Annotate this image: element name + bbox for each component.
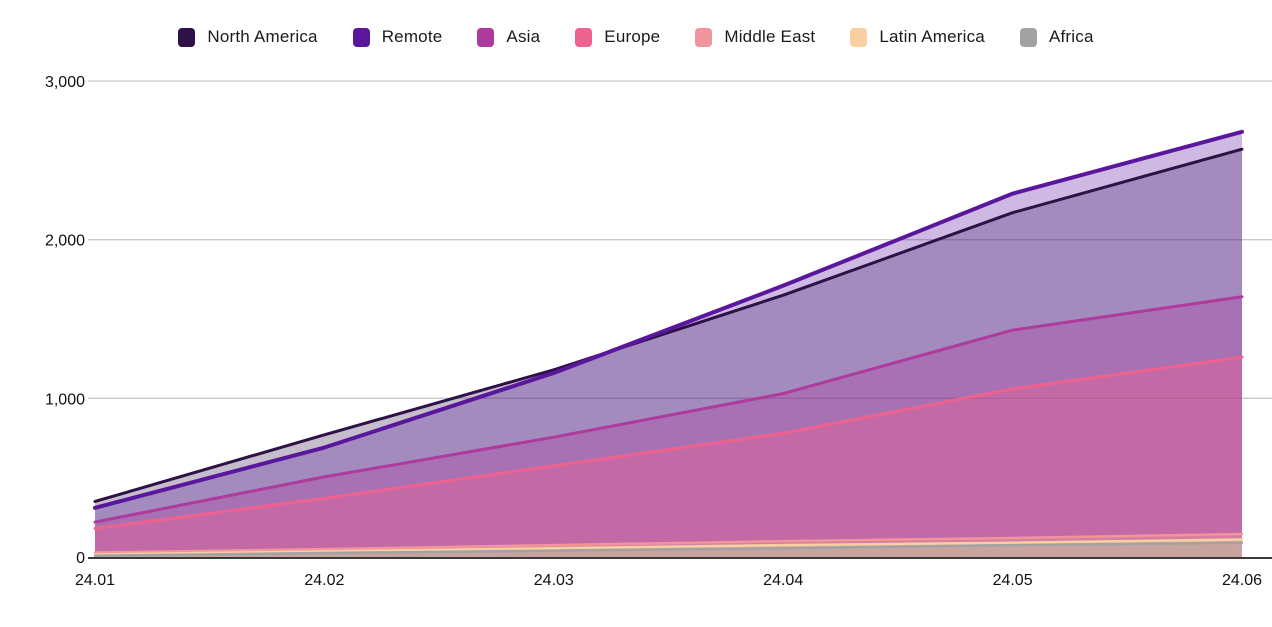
legend-item-latin-america[interactable]: Latin America	[850, 27, 985, 47]
x-tick-label: 24.01	[75, 572, 115, 589]
area-europe	[95, 357, 1242, 557]
line-latin-america	[93, 538, 1244, 556]
x-tick-label: 24.03	[534, 572, 574, 589]
y-tick-label: 1,000	[45, 391, 85, 408]
legend-swatch	[477, 27, 495, 47]
y-tick-label: 2,000	[45, 233, 85, 250]
legend-item-remote[interactable]: Remote	[352, 27, 443, 47]
legend-swatch	[178, 27, 196, 47]
legend-label: Remote	[381, 27, 443, 46]
legend-label: North America	[207, 27, 318, 46]
legend-label: Europe	[604, 27, 661, 46]
x-tick-label: 24.06	[1222, 572, 1262, 589]
legend-label: Asia	[506, 27, 541, 46]
area-asia	[95, 296, 1242, 557]
legend-item-north-america[interactable]: North America	[178, 27, 317, 47]
area-remote	[95, 131, 1242, 558]
legend-label: Latin America	[879, 27, 985, 46]
legend-swatch	[850, 27, 868, 47]
x-tick-label: 24.02	[304, 572, 344, 589]
legend-item-asia[interactable]: Asia	[477, 27, 540, 47]
line-europe	[93, 355, 1244, 530]
legend: North America Remote Asia Europe Middle East…	[0, 27, 1272, 47]
legend-label: Middle East	[724, 27, 816, 46]
line-middle-east	[93, 532, 1244, 554]
legend-item-europe[interactable]: Europe	[575, 27, 660, 47]
legend-swatch	[1019, 27, 1037, 47]
line-asia	[93, 295, 1244, 524]
line-remote	[93, 129, 1244, 510]
area-north-america	[95, 149, 1242, 557]
legend-label: Africa	[1048, 27, 1094, 46]
legend-item-africa[interactable]: Africa	[1019, 27, 1094, 47]
x-tick-label: 24.04	[763, 572, 803, 589]
legend-swatch	[575, 27, 593, 47]
legend-item-middle-east[interactable]: Middle East	[695, 27, 815, 47]
line-north-america	[93, 147, 1244, 503]
y-tick-label: 3,000	[45, 74, 85, 91]
x-tick-label: 24.05	[993, 572, 1033, 589]
y-tick-label: 0	[76, 550, 85, 567]
legend-swatch	[695, 27, 713, 47]
line-africa	[93, 541, 1244, 557]
legend-swatch	[352, 27, 370, 47]
